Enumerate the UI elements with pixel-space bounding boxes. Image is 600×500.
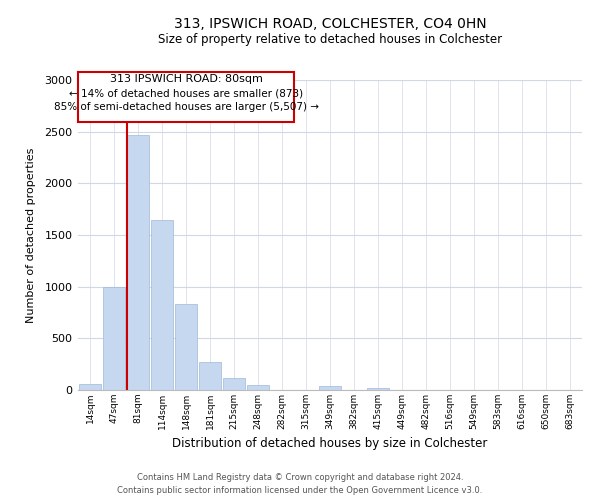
Bar <box>151 220 173 390</box>
Text: 313, IPSWICH ROAD, COLCHESTER, CO4 0HN: 313, IPSWICH ROAD, COLCHESTER, CO4 0HN <box>173 18 487 32</box>
Bar <box>247 386 269 390</box>
Bar <box>79 384 101 390</box>
Bar <box>199 362 221 390</box>
Bar <box>367 388 389 390</box>
Bar <box>319 386 341 390</box>
Bar <box>103 286 125 390</box>
X-axis label: Distribution of detached houses by size in Colchester: Distribution of detached houses by size … <box>172 438 488 450</box>
Text: 313 IPSWICH ROAD: 80sqm: 313 IPSWICH ROAD: 80sqm <box>110 74 263 84</box>
Bar <box>175 304 197 390</box>
Text: Contains HM Land Registry data © Crown copyright and database right 2024.
Contai: Contains HM Land Registry data © Crown c… <box>118 473 482 495</box>
Bar <box>127 135 149 390</box>
Text: Size of property relative to detached houses in Colchester: Size of property relative to detached ho… <box>158 32 502 46</box>
Text: 85% of semi-detached houses are larger (5,507) →: 85% of semi-detached houses are larger (… <box>54 102 319 112</box>
Y-axis label: Number of detached properties: Number of detached properties <box>26 148 36 322</box>
Text: ← 14% of detached houses are smaller (873): ← 14% of detached houses are smaller (87… <box>69 88 304 98</box>
Bar <box>223 378 245 390</box>
